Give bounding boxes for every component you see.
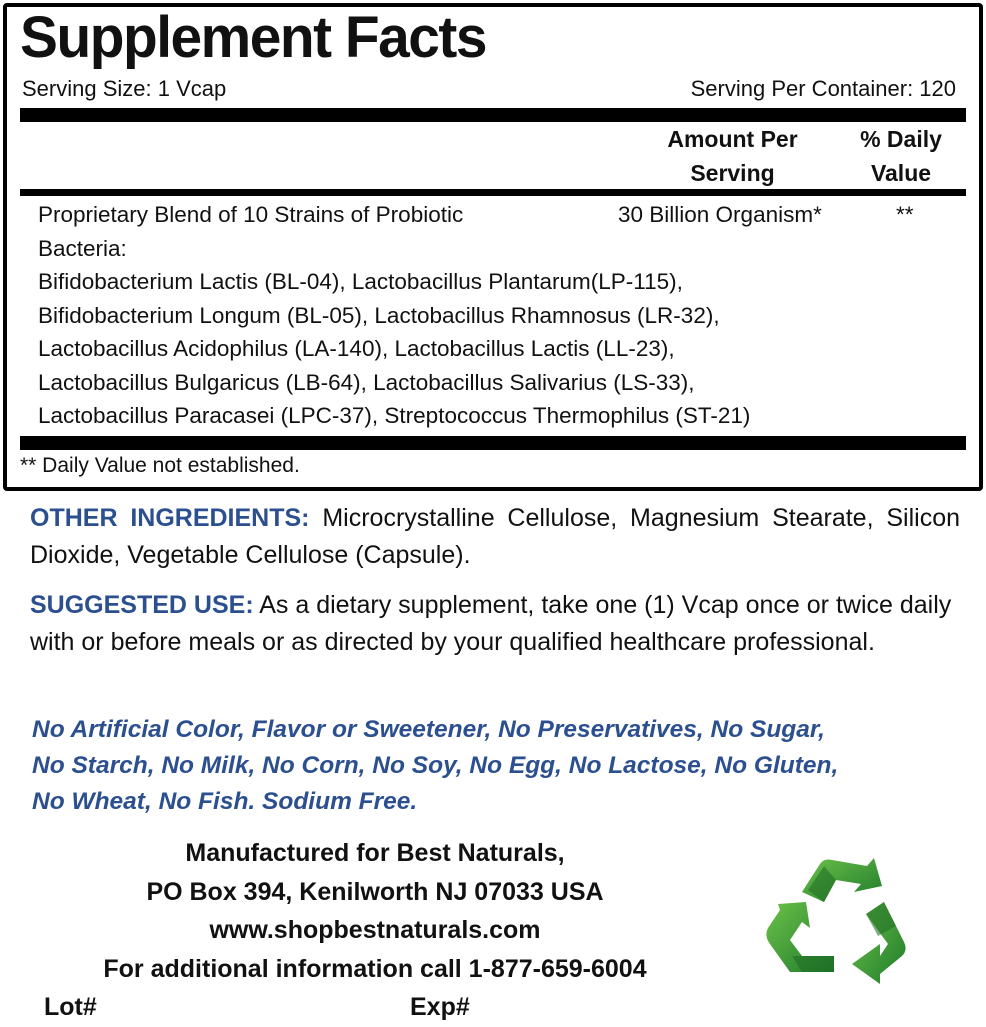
lot-number: Lot# <box>44 993 97 1021</box>
manufacturer-info: Manufactured for Best Naturals, PO Box 3… <box>20 834 730 988</box>
blend-line: Bifidobacterium Longum (BL-05), Lactobac… <box>38 302 720 328</box>
supplement-facts-panel <box>3 3 983 491</box>
facts-title: Supplement Facts <box>20 5 488 70</box>
blend-amount: 30 Billion Organism* <box>618 202 822 227</box>
servings-per-container: Serving Per Container: 120 <box>690 76 956 101</box>
thin-divider <box>20 189 966 196</box>
phone-info: For additional information call 1-877-65… <box>103 954 647 983</box>
other-ingredients-label: OTHER INGREDIENTS: <box>30 504 310 532</box>
free-from-line: No Wheat, No Fish. Sodium Free. <box>32 788 418 815</box>
blend-line: Bacteria: <box>38 235 127 261</box>
header-daily-value: % Daily Value <box>842 122 960 190</box>
header-amount-line: Serving <box>690 160 775 186</box>
header-dv-line: Value <box>870 160 932 186</box>
serving-size: Serving Size: 1 Vcap <box>22 76 227 101</box>
free-from-line: No Starch, No Milk, No Corn, No Soy, No … <box>32 752 839 779</box>
suggested-use-label: SUGGESTED USE: <box>30 591 254 619</box>
blend-line: Proprietary Blend of 10 Strains of Probi… <box>38 202 464 227</box>
thick-divider <box>20 108 966 122</box>
website-link[interactable]: www.shopbestnaturals.com <box>209 916 541 944</box>
blend-ingredients: Proprietary Blend of 10 Strains of Probi… <box>38 198 750 433</box>
recycle-icon <box>766 858 906 984</box>
manufacturer-address: PO Box 394, Kenilworth NJ 07033 USA <box>146 877 604 906</box>
header-dv-line: % Daily <box>860 126 942 152</box>
header-amount-line: Amount Per <box>667 126 798 152</box>
thick-divider-bottom <box>20 436 966 450</box>
blend-line: Lactobacillus Acidophilus (LA-140), Lact… <box>38 336 675 361</box>
suggested-use: SUGGESTED USE: As a dietary supplement, … <box>30 587 960 661</box>
header-amount: Amount Per Serving <box>645 122 820 190</box>
free-from-statement: No Artificial Color, Flavor or Sweetener… <box>32 712 838 820</box>
expiry-date: Exp# <box>410 993 470 1021</box>
blend-line: Lactobacillus Bulgaricus (LB-64), Lactob… <box>38 369 695 395</box>
blend-line: Lactobacillus Paracasei (LPC-37), Strept… <box>38 403 751 428</box>
footnote: ** Daily Value not established. <box>20 454 300 477</box>
blend-daily-value: ** <box>896 202 914 227</box>
suggested-use-text: As a dietary supplement, take one (1) Vc… <box>30 591 952 656</box>
blend-line: Bifidobacterium Lactis (BL-04), Lactobac… <box>38 269 683 294</box>
other-ingredients: OTHER INGREDIENTS: Microcrystalline Cell… <box>30 500 960 574</box>
free-from-line: No Artificial Color, Flavor or Sweetener… <box>32 716 825 743</box>
other-ingredients-text: Microcrystalline Cellulose, Magnesium St… <box>30 504 961 569</box>
manufacturer-name: Manufactured for Best Naturals, <box>185 839 565 867</box>
